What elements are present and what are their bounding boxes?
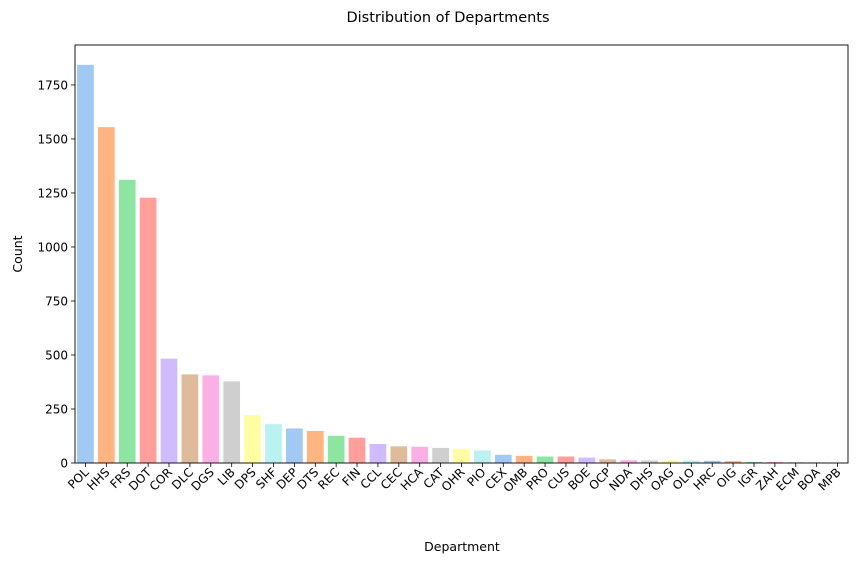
bar-hca (411, 447, 428, 463)
x-tick-label: CCL (358, 465, 385, 492)
x-tick-label: DTS (294, 465, 321, 492)
bar-cor (161, 359, 178, 463)
bars-group (77, 65, 846, 463)
bar-pro (537, 457, 554, 463)
bar-omb (516, 456, 533, 463)
y-tick-label: 1250 (37, 186, 68, 200)
x-tick-label: DPS (232, 465, 259, 492)
bar-ohr (453, 449, 470, 463)
x-tick-label: SHF (253, 465, 280, 492)
bar-ccl (370, 444, 387, 463)
x-tick-label: OIG (714, 465, 740, 491)
bar-cat (432, 448, 449, 463)
x-tick-label: MPB (816, 465, 844, 493)
y-tick-label: 1750 (37, 78, 68, 92)
bar-pio (474, 450, 491, 463)
bar-dts (307, 431, 324, 463)
bar-boe (578, 458, 595, 463)
chart-title: Distribution of Departments (346, 10, 549, 26)
bar-hhs (98, 127, 115, 463)
bar-dep (286, 428, 303, 463)
bar-cec (390, 446, 407, 463)
bar-dot (140, 198, 157, 463)
x-tick-label: FIN (340, 465, 364, 489)
bar-rec (328, 436, 345, 463)
x-tick-label: DEP (274, 465, 301, 492)
x-tick-label: DGS (189, 465, 217, 493)
y-tick-label: 1000 (37, 240, 68, 254)
bar-frs (119, 180, 136, 463)
x-tick-label: CUS (545, 465, 572, 492)
bar-ocp (599, 459, 616, 463)
bar-pol (77, 65, 94, 463)
y-tick-label: 1500 (37, 132, 68, 146)
bar-fin (349, 438, 366, 463)
bar-lib (223, 381, 240, 463)
x-tick-label: CEC (378, 465, 405, 492)
x-tick-label: REC (315, 465, 342, 492)
bar-shf (265, 424, 282, 463)
y-tick-label: 0 (60, 456, 68, 470)
x-axis-label: Department (424, 539, 500, 554)
bar-dgs (202, 375, 219, 463)
y-tick-label: 500 (45, 348, 68, 362)
y-tick-label: 250 (45, 402, 68, 416)
y-axis-label: Count (10, 235, 25, 272)
y-tick-label: 750 (45, 294, 68, 308)
bar-cus (558, 457, 575, 463)
bar-dlc (182, 374, 199, 463)
bar-cex (495, 455, 512, 463)
y-axis: 0 250 500 750 1000 1250 1500 1750 (37, 78, 75, 470)
bar-dps (244, 415, 261, 463)
x-axis: POLHHSFRSDOTCORDLCDGSLIBDPSSHFDEPDTSRECF… (65, 463, 844, 495)
